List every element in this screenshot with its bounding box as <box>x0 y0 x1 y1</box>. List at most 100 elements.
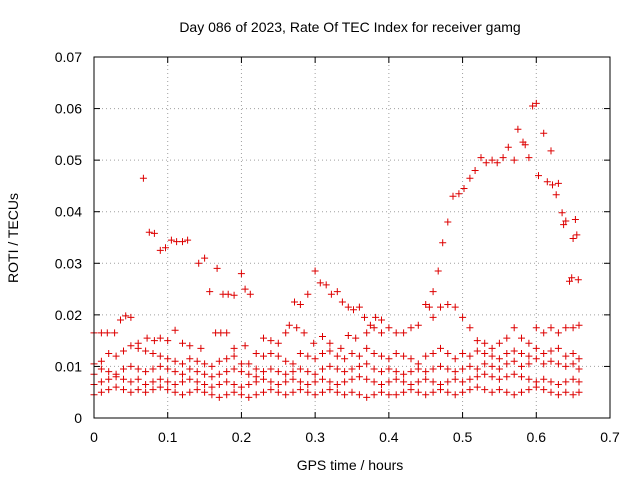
data-point <box>575 321 583 329</box>
data-point <box>97 378 105 386</box>
data-point <box>164 365 172 373</box>
data-point <box>111 329 119 337</box>
data-point <box>392 329 400 337</box>
data-point <box>459 388 467 396</box>
data-point <box>344 303 352 311</box>
data-point <box>237 360 245 368</box>
data-point <box>142 368 150 376</box>
data-point <box>355 391 363 399</box>
data-point <box>437 303 444 311</box>
data-point <box>230 352 238 360</box>
data-point <box>540 360 548 368</box>
data-point <box>370 324 378 332</box>
data-point <box>156 362 164 370</box>
data-point <box>535 172 542 180</box>
data-point <box>451 375 459 383</box>
data-point <box>143 334 151 342</box>
data-point <box>241 285 249 293</box>
data-point <box>127 388 135 396</box>
data-point <box>291 298 298 306</box>
data-point <box>552 191 560 199</box>
data-point <box>422 368 430 376</box>
data-point <box>510 324 518 332</box>
data-point <box>473 383 481 391</box>
data-point <box>245 360 253 368</box>
data-point <box>322 281 330 289</box>
data-point <box>105 386 113 394</box>
data-point <box>385 378 393 386</box>
plot-frame <box>93 56 611 419</box>
data-point <box>149 378 157 386</box>
data-point <box>341 355 349 363</box>
data-point <box>193 386 201 394</box>
data-point <box>293 324 301 332</box>
data-point <box>562 352 570 360</box>
data-point <box>142 388 150 396</box>
data-point <box>105 375 113 383</box>
data-point <box>341 378 349 386</box>
data-point <box>252 350 260 357</box>
data-point <box>171 381 179 388</box>
data-point <box>575 365 583 373</box>
data-point <box>488 362 496 370</box>
data-point <box>274 339 282 347</box>
data-point <box>466 375 474 383</box>
data-point <box>518 362 525 370</box>
data-point <box>173 238 181 246</box>
data-point <box>437 362 444 370</box>
data-point <box>455 190 463 198</box>
data-point <box>311 355 319 363</box>
data-point <box>385 324 393 332</box>
y-tick-label: 0.03 <box>55 255 82 271</box>
data-point <box>164 386 172 394</box>
data-point <box>547 378 555 386</box>
data-point <box>571 216 579 223</box>
data-point <box>289 368 297 376</box>
data-point <box>274 368 282 376</box>
data-point <box>326 339 334 347</box>
data-point <box>444 378 452 386</box>
data-point <box>252 378 260 386</box>
data-point <box>260 368 267 376</box>
data-point <box>237 391 245 399</box>
data-point <box>378 388 385 396</box>
data-point <box>370 391 378 399</box>
data-point <box>195 259 203 267</box>
data-point <box>156 383 164 391</box>
data-point <box>326 347 334 355</box>
data-point <box>355 373 363 381</box>
data-point <box>149 386 157 394</box>
data-point <box>540 375 548 383</box>
data-point <box>363 375 371 383</box>
data-point <box>562 378 570 386</box>
data-point <box>260 388 267 396</box>
data-point <box>525 339 533 347</box>
data-points <box>90 99 583 401</box>
data-point <box>495 365 503 373</box>
data-point <box>310 339 318 347</box>
x-tick-label: 0.3 <box>305 429 325 445</box>
data-point <box>355 352 363 360</box>
data-point <box>481 386 489 394</box>
data-point <box>499 154 507 162</box>
data-point <box>569 360 577 368</box>
data-point <box>429 365 437 373</box>
y-tick-label: 0.02 <box>55 307 82 323</box>
data-point <box>444 365 452 373</box>
data-point <box>186 342 194 350</box>
data-point <box>316 279 324 287</box>
data-point <box>400 378 408 386</box>
data-point <box>311 370 319 378</box>
data-point <box>540 329 548 337</box>
data-point <box>521 141 529 149</box>
data-point <box>201 381 209 388</box>
data-point <box>179 391 186 399</box>
data-point <box>370 365 378 373</box>
data-point <box>164 355 172 363</box>
data-point <box>348 365 356 373</box>
data-point <box>350 306 357 314</box>
data-point <box>300 329 308 337</box>
data-point <box>319 350 326 357</box>
data-point <box>230 381 238 388</box>
